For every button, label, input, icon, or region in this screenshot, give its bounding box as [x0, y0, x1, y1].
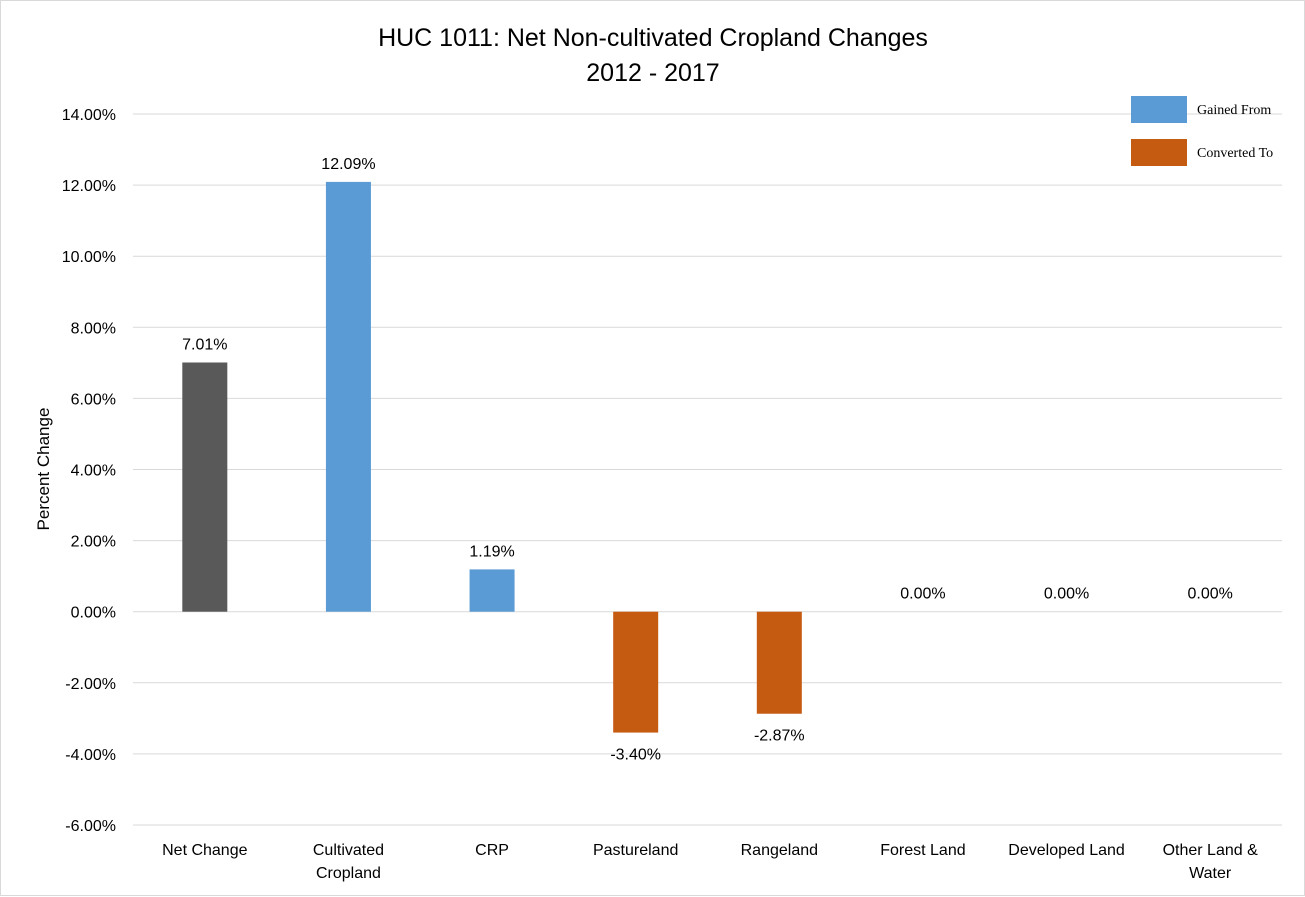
data-label: 1.19% [469, 543, 514, 560]
category-label: Cropland [316, 865, 381, 882]
category-label: Cultivated [313, 842, 384, 859]
y-tick-label: -4.00% [65, 747, 116, 764]
category-label: CRP [475, 842, 509, 859]
y-tick-label: 6.00% [71, 391, 116, 408]
data-label: 0.00% [900, 586, 945, 603]
bar [182, 362, 228, 612]
chart-subtitle: 2012 - 2017 [586, 59, 719, 87]
legend-label: Converted To [1197, 146, 1273, 161]
category-label: Developed Land [1008, 842, 1125, 859]
y-tick-label: 4.00% [71, 463, 116, 480]
data-label: 0.00% [1044, 586, 1089, 603]
bar [325, 181, 371, 612]
data-label: 0.00% [1188, 586, 1233, 603]
data-label: 12.09% [321, 156, 375, 173]
data-label: 7.01% [182, 336, 227, 353]
category-label: Forest Land [880, 842, 965, 859]
data-labels: 7.01% 12.09% 1.19% -3.40% -2.87% 0.00% 0.00% 0.… [182, 156, 1233, 764]
y-tick-label: -2.00% [65, 676, 116, 693]
chart-title: HUC 1011: Net Non-cultivated Cropland Ch… [378, 24, 928, 52]
y-tick-label: 2.00% [71, 534, 116, 551]
legend-swatch [1131, 96, 1187, 123]
bar [756, 611, 802, 714]
category-label: Net Change [162, 842, 247, 859]
legend: Gained From Converted To [1131, 96, 1273, 166]
y-tick-label: 12.00% [62, 178, 116, 195]
category-label: Other Land & [1163, 842, 1259, 859]
y-tick-label: 8.00% [71, 320, 116, 337]
category-label: Water [1189, 865, 1232, 882]
bar [613, 611, 659, 733]
y-tick-label: 0.00% [71, 605, 116, 622]
y-tick-label: 14.00% [62, 107, 116, 124]
data-label: -3.40% [610, 747, 661, 764]
bar [469, 569, 515, 612]
y-axis-ticks: -6.00% -4.00% -2.00% 0.00% 2.00% 4.00% 6.00% 8.… [62, 107, 116, 835]
data-label: -2.87% [754, 728, 805, 745]
category-label: Pastureland [593, 842, 678, 859]
legend-swatch [1131, 139, 1187, 166]
gridlines [133, 113, 1282, 826]
x-axis-categories: Net Change Cultivated Cropland CRP Pasturela… [162, 842, 1258, 882]
y-axis-title: Percent Change [34, 408, 53, 531]
y-tick-label: -6.00% [65, 818, 116, 835]
bars [182, 181, 802, 733]
y-tick-label: 10.00% [62, 249, 116, 266]
category-label: Rangeland [741, 842, 818, 859]
legend-label: Gained From [1197, 103, 1271, 118]
